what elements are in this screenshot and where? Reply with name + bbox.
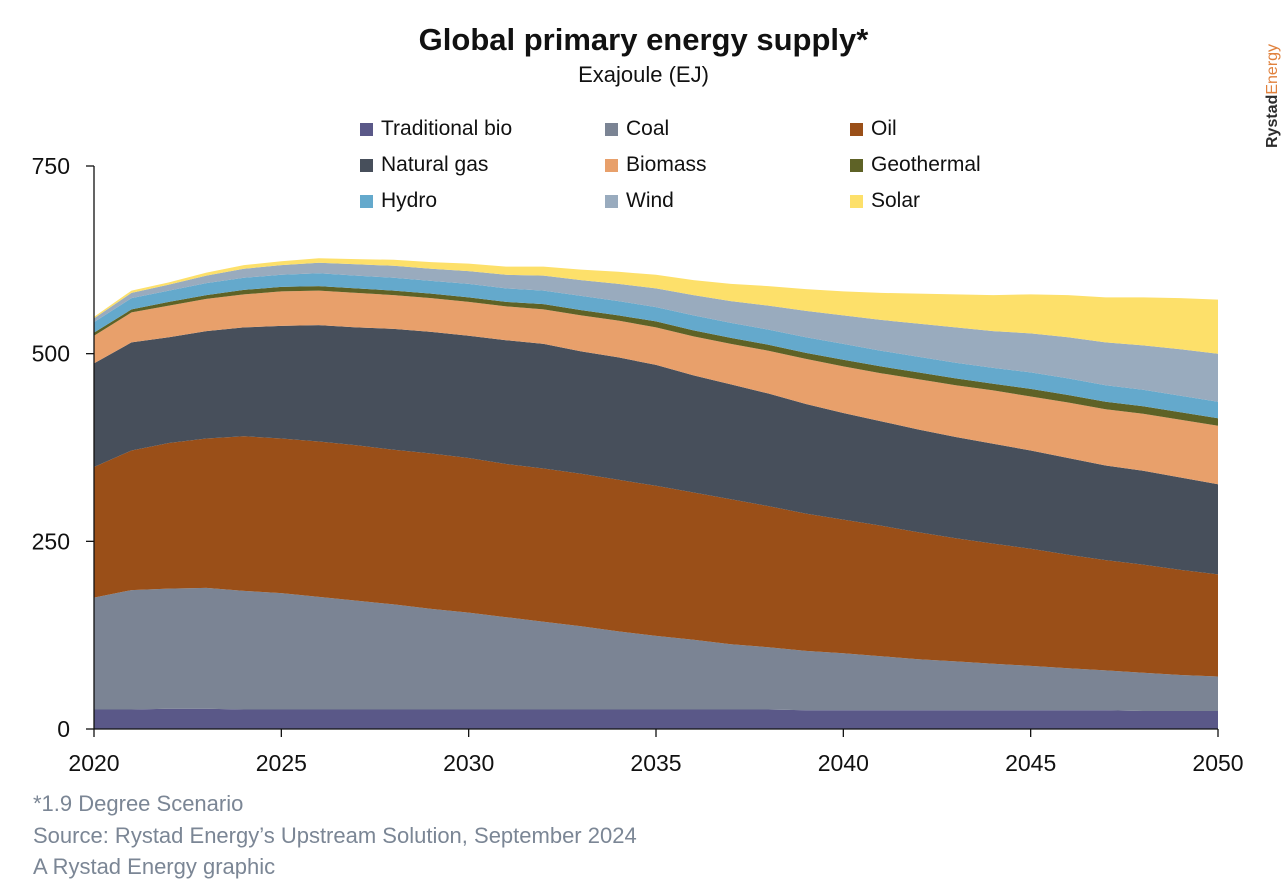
legend-item-geothermal: Geothermal bbox=[850, 152, 1080, 178]
x-tick-label: 2030 bbox=[443, 750, 494, 776]
area-oil bbox=[94, 436, 1218, 677]
chart-footer: *1.9 Degree Scenario Source: Rystad Ener… bbox=[33, 788, 637, 883]
area-natural-gas bbox=[94, 325, 1218, 575]
legend-item-solar: Solar bbox=[850, 188, 1080, 214]
legend-label: Oil bbox=[871, 117, 897, 140]
area-hydro bbox=[94, 273, 1218, 419]
area-traditional-bio bbox=[94, 708, 1218, 729]
chart-legend: Traditional bio Coal Oil Natural gas Biomass… bbox=[360, 116, 1080, 214]
x-tick-label: 2045 bbox=[1005, 750, 1056, 776]
y-tick-label: 0 bbox=[57, 716, 70, 742]
x-tick-label: 2025 bbox=[256, 750, 307, 776]
legend-swatch bbox=[850, 158, 863, 172]
legend-label: Hydro bbox=[381, 189, 438, 212]
legend-label: Wind bbox=[626, 189, 674, 212]
chart-axes: 0 250 500 750 2020 2025 2030 2035 2040 2045 2050 bbox=[32, 153, 1244, 776]
credit-note: A Rystad Energy graphic bbox=[33, 854, 276, 879]
legend-item-hydro: Hydro bbox=[360, 188, 605, 214]
legend-item-natural-gas: Natural gas bbox=[360, 152, 605, 178]
legend-item-traditional-bio: Traditional bio bbox=[360, 116, 605, 142]
legend-item-biomass: Biomass bbox=[605, 152, 850, 178]
legend-label: Geothermal bbox=[871, 153, 981, 176]
legend-item-coal: Coal bbox=[605, 116, 850, 142]
scenario-note: *1.9 Degree Scenario bbox=[33, 791, 244, 816]
legend-label: Traditional bio bbox=[381, 117, 513, 140]
x-tick-label: 2035 bbox=[630, 750, 681, 776]
y-tick-label: 750 bbox=[32, 153, 70, 179]
legend-swatch bbox=[360, 122, 373, 136]
chart-title: Global primary energy supply* bbox=[418, 22, 869, 57]
chart-subtitle: Exajoule (EJ) bbox=[578, 62, 709, 87]
y-tick-label: 250 bbox=[32, 528, 70, 554]
x-tick-label: 2020 bbox=[68, 750, 119, 776]
legend-swatch bbox=[605, 158, 618, 172]
legend-swatch bbox=[360, 194, 373, 208]
legend-item-wind: Wind bbox=[605, 188, 850, 214]
legend-swatch bbox=[605, 122, 618, 136]
legend-swatch bbox=[605, 194, 618, 208]
plot-areas bbox=[94, 258, 1218, 729]
legend-label: Coal bbox=[626, 117, 670, 140]
legend-label: Biomass bbox=[626, 153, 707, 176]
area-wind bbox=[94, 262, 1218, 402]
y-tick-label: 500 bbox=[32, 341, 70, 367]
x-tick-label: 2050 bbox=[1192, 750, 1243, 776]
legend-label: Natural gas bbox=[381, 153, 489, 176]
legend-swatch bbox=[850, 194, 863, 208]
x-tick-label: 2040 bbox=[818, 750, 869, 776]
area-biomass bbox=[94, 290, 1218, 485]
legend-label: Solar bbox=[871, 189, 921, 212]
legend-swatch bbox=[850, 122, 863, 136]
source-note: Source: Rystad Energy’s Upstream Solutio… bbox=[33, 822, 637, 848]
legend-swatch bbox=[360, 158, 373, 172]
area-coal bbox=[94, 587, 1218, 711]
legend-item-oil: Oil bbox=[850, 116, 1080, 142]
area-solar bbox=[94, 258, 1218, 354]
